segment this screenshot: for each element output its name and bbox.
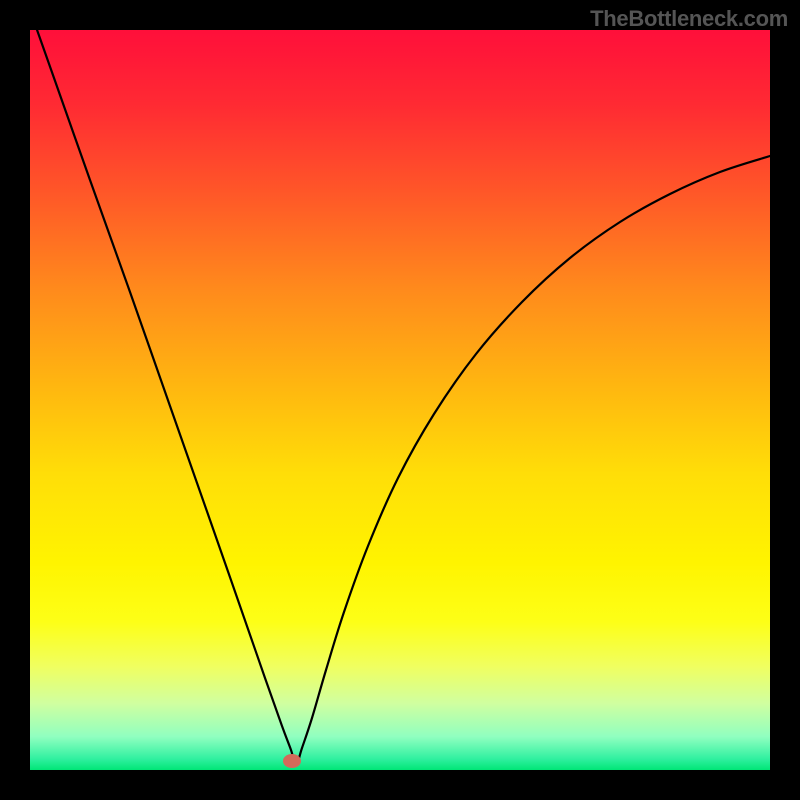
bottleneck-curve (30, 30, 770, 770)
frame-right (770, 0, 800, 800)
frame-bottom (0, 770, 800, 800)
frame-left (0, 0, 30, 800)
vertex-marker (283, 754, 301, 768)
watermark-text: TheBottleneck.com (590, 6, 788, 32)
plot-area (30, 30, 770, 770)
